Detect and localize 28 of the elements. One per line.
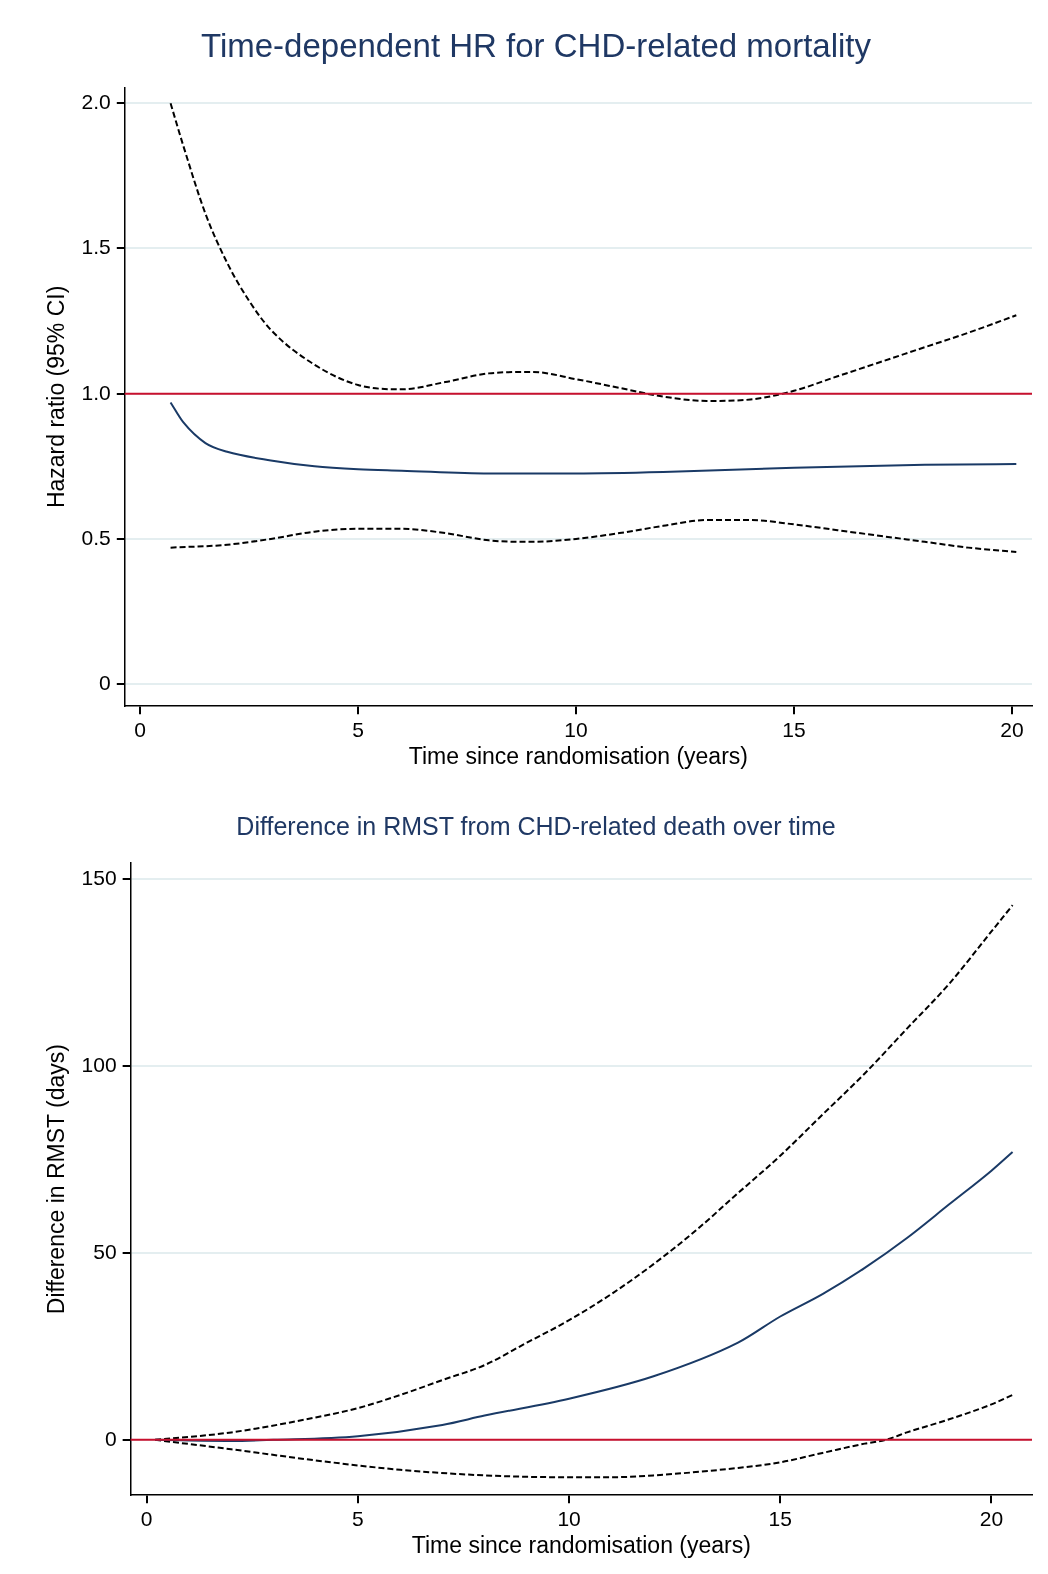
y-tick-label: 0.5	[81, 525, 111, 549]
chart-title: Time-dependent HR for CHD-related mortality	[200, 26, 872, 64]
x-tick-label: 5	[352, 1506, 364, 1530]
line-series	[169, 102, 1018, 402]
y-tick-label: 1.0	[81, 380, 111, 404]
x-tick-label: 10	[557, 1506, 581, 1530]
x-tick-label: 0	[140, 1506, 153, 1530]
x-axis-title: Time since randomisation (years)	[408, 742, 748, 769]
x-tick-label: 5	[352, 717, 364, 741]
x-tick-label: 20	[979, 1506, 1004, 1530]
y-tick-label: 0	[99, 670, 111, 694]
y-tick-label: 100	[81, 1052, 117, 1076]
y-tick-label: 2.0	[81, 90, 111, 114]
line-series	[169, 519, 1018, 553]
y-tick-label: 150	[81, 865, 117, 889]
y-tick-label: 50	[93, 1239, 117, 1263]
line-series	[169, 401, 1018, 475]
x-tick-label: 15	[768, 1506, 792, 1530]
chart-title: Difference in RMST from CHD-related death over time	[236, 811, 836, 840]
y-axis-title: Difference in RMST (days)	[43, 1044, 70, 1315]
x-tick-label: 0	[134, 717, 146, 741]
x-axis-title: Time since randomisation (years)	[411, 1531, 751, 1558]
y-tick-label: 1.5	[81, 235, 111, 259]
x-tick-label: 10	[564, 717, 588, 741]
x-tick-label: 15	[782, 717, 806, 741]
y-axis-title: Hazard ratio (95% CI)	[43, 285, 70, 509]
y-tick-label: 0	[104, 1426, 117, 1450]
x-tick-label: 20	[1000, 717, 1024, 741]
